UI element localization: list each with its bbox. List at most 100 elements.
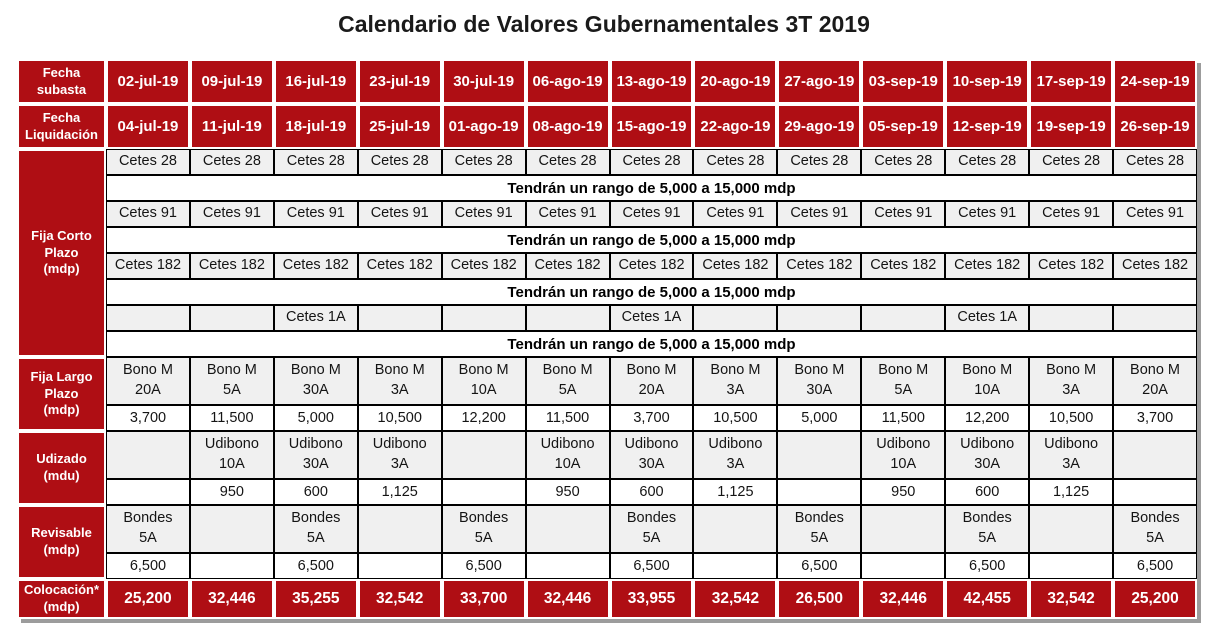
- instrument-cell: [525, 505, 610, 553]
- auction-date-row: Fecha subasta 02-jul-19 09-jul-19 16-jul-19…: [17, 59, 1197, 104]
- instrument-cell: Cetes 91: [945, 201, 1030, 227]
- instrument-cell: Cetes 91: [609, 201, 694, 227]
- auction-date-cell: 24-sep-19: [1113, 59, 1197, 104]
- bono-m-amount-row: 3,700 11,500 5,000 10,500 12,200 11,500 3,700 1…: [17, 405, 1197, 431]
- instrument-cell: Udibono 3A: [1029, 431, 1114, 479]
- instrument-cell: Cetes 182: [861, 253, 946, 279]
- amount-cell: 600: [609, 479, 694, 505]
- placement-label: Colocación* (mdp): [17, 579, 106, 619]
- calendar-table-body: Fecha subasta 02-jul-19 09-jul-19 16-jul-19…: [17, 59, 1197, 619]
- instrument-cell: Cetes 28: [357, 149, 442, 175]
- instrument-cell: [693, 505, 778, 553]
- instrument-cell: Bono M 10A: [945, 357, 1030, 405]
- udibono-amount-row: 950 600 1,125 950 600 1,125 950 600 1,125: [17, 479, 1197, 505]
- auction-date-cell: 17-sep-19: [1029, 59, 1114, 104]
- section-label-udizado: Udizado (mdu): [17, 431, 106, 505]
- amount-cell: 10,500: [693, 405, 778, 431]
- instrument-cell: Cetes 28: [609, 149, 694, 175]
- instrument-cell: Cetes 91: [525, 201, 610, 227]
- placement-cell: 26,500: [777, 579, 862, 619]
- amount-cell: 600: [273, 479, 358, 505]
- amount-cell: 12,200: [441, 405, 526, 431]
- instrument-cell: [441, 305, 526, 331]
- instrument-cell: Cetes 91: [1113, 201, 1197, 227]
- instrument-cell: Cetes 1A: [609, 305, 694, 331]
- bono-m-row: Fija Largo Plazo (mdp) Bono M 20A Bono M 5…: [17, 357, 1197, 431]
- instrument-cell: Cetes 182: [1029, 253, 1114, 279]
- settlement-date-cell: 18-jul-19: [273, 104, 358, 149]
- auction-date-cell: 30-jul-19: [441, 59, 526, 104]
- instrument-cell: [1029, 305, 1114, 331]
- amount-cell: [1029, 553, 1114, 579]
- instrument-cell: Cetes 182: [945, 253, 1030, 279]
- amount-cell: 5,000: [777, 405, 862, 431]
- instrument-cell: Cetes 182: [777, 253, 862, 279]
- instrument-cell: Bono M 5A: [525, 357, 610, 405]
- settlement-date-cell: 19-sep-19: [1029, 104, 1114, 149]
- instrument-cell: [441, 431, 526, 479]
- range-note-row: Tendrán un rango de 5,000 a 15,000 mdp: [17, 227, 1197, 253]
- range-note: Tendrán un rango de 5,000 a 15,000 mdp: [106, 279, 1197, 305]
- settlement-date-label: Fecha Liquidación: [17, 104, 106, 149]
- auction-date-cell: 06-ago-19: [525, 59, 610, 104]
- settlement-date-cell: 04-jul-19: [106, 104, 190, 149]
- instrument-cell: Bono M 20A: [609, 357, 694, 405]
- settlement-date-cell: 05-sep-19: [861, 104, 946, 149]
- placement-cell: 32,446: [189, 579, 274, 619]
- amount-cell: [861, 553, 946, 579]
- auction-date-cell: 09-jul-19: [189, 59, 274, 104]
- cetes-28-row: Fija Corto Plazo (mdp) Cetes 28 Cetes 28 Ce…: [17, 149, 1197, 357]
- amount-cell: 10,500: [1029, 405, 1114, 431]
- placement-cell: 25,200: [1113, 579, 1197, 619]
- instrument-cell: Bono M 5A: [861, 357, 946, 405]
- instrument-cell: Cetes 182: [273, 253, 358, 279]
- instrument-cell: Udibono 30A: [609, 431, 694, 479]
- amount-cell: 6,500: [1113, 553, 1197, 579]
- settlement-date-cell: 22-ago-19: [693, 104, 778, 149]
- instrument-cell: [525, 305, 610, 331]
- range-note: Tendrán un rango de 5,000 a 15,000 mdp: [106, 175, 1197, 201]
- instrument-cell: [1029, 505, 1114, 553]
- instrument-cell: Cetes 182: [525, 253, 610, 279]
- settlement-date-cell: 15-ago-19: [609, 104, 694, 149]
- instrument-cell: Bono M 10A: [441, 357, 526, 405]
- calendar-table: Fecha subasta 02-jul-19 09-jul-19 16-jul-19…: [17, 59, 1197, 619]
- amount-cell: 6,500: [273, 553, 358, 579]
- instrument-cell: Cetes 28: [1113, 149, 1197, 175]
- instrument-cell: Cetes 91: [273, 201, 358, 227]
- instrument-cell: Cetes 1A: [273, 305, 358, 331]
- placement-cell: 25,200: [106, 579, 190, 619]
- amount-cell: 3,700: [1113, 405, 1197, 431]
- amount-cell: 1,125: [1029, 479, 1114, 505]
- instrument-cell: Udibono 10A: [525, 431, 610, 479]
- page-title: Calendario de Valores Gubernamentales 3T…: [338, 11, 870, 37]
- udibono-row: Udizado (mdu) Udibono 10A Udibono 30A Udibo…: [17, 431, 1197, 505]
- instrument-cell: Bono M 3A: [693, 357, 778, 405]
- amount-cell: 10,500: [357, 405, 442, 431]
- amount-cell: 11,500: [861, 405, 946, 431]
- amount-cell: [357, 553, 442, 579]
- cetes-182-row: Cetes 182 Cetes 182 Cetes 182 Cetes 182 Cete…: [17, 253, 1197, 279]
- instrument-cell: Bono M 20A: [106, 357, 190, 405]
- instrument-cell: Udibono 30A: [945, 431, 1030, 479]
- placement-cell: 32,542: [1029, 579, 1114, 619]
- amount-cell: 6,500: [777, 553, 862, 579]
- amount-cell: 3,700: [609, 405, 694, 431]
- placement-cell: 32,542: [693, 579, 778, 619]
- instrument-cell: [189, 505, 274, 553]
- placement-cell: 32,446: [525, 579, 610, 619]
- amount-cell: [525, 553, 610, 579]
- instrument-cell: Cetes 28: [273, 149, 358, 175]
- instrument-cell: Bondes 5A: [441, 505, 526, 553]
- range-note-row: Tendrán un rango de 5,000 a 15,000 mdp: [17, 279, 1197, 305]
- settlement-date-cell: 25-jul-19: [357, 104, 442, 149]
- amount-cell: 11,500: [189, 405, 274, 431]
- instrument-cell: [693, 305, 778, 331]
- instrument-cell: Cetes 28: [1029, 149, 1114, 175]
- amount-cell: 6,500: [945, 553, 1030, 579]
- amount-cell: 1,125: [357, 479, 442, 505]
- instrument-cell: [357, 505, 442, 553]
- placement-cell: 32,542: [357, 579, 442, 619]
- instrument-cell: Cetes 28: [945, 149, 1030, 175]
- instrument-cell: Bono M 30A: [273, 357, 358, 405]
